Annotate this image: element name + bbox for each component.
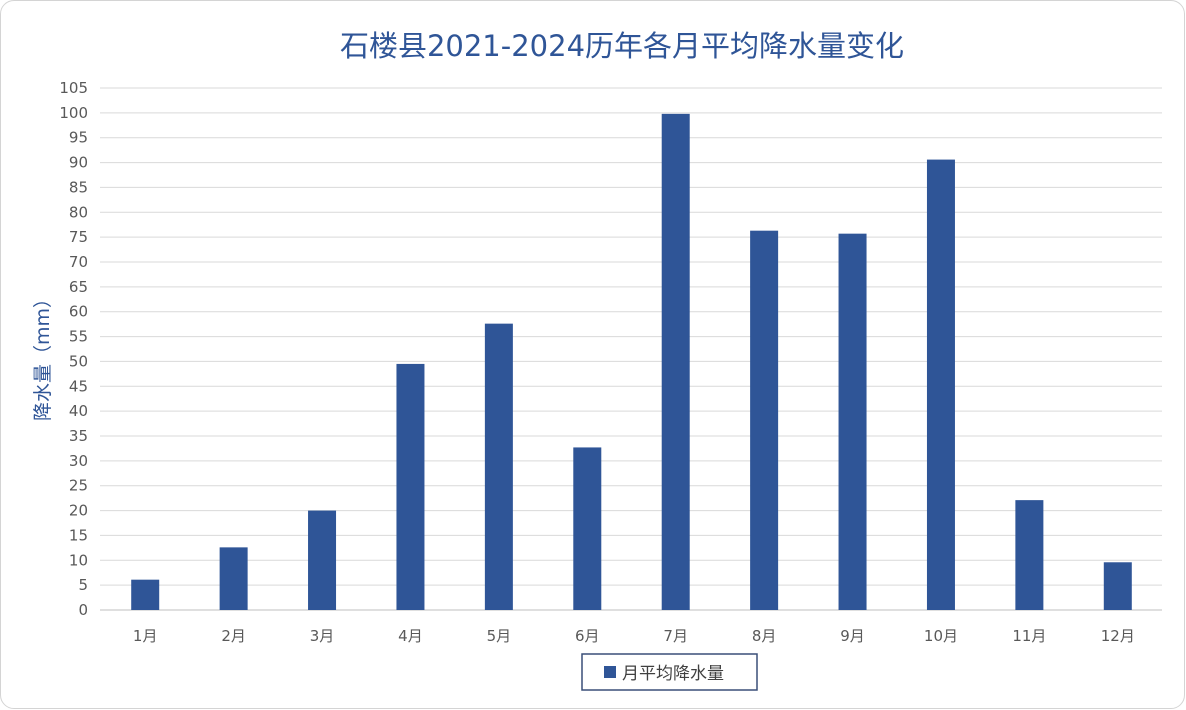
legend-label: 月平均降水量 (622, 664, 724, 684)
y-tick-label: 40 (69, 402, 88, 420)
bar-month-10 (926, 159, 955, 611)
gridlines (100, 87, 1162, 611)
legend-marker (604, 666, 616, 678)
y-axis-ticks: 0 5 10 15 20 25 30 35 40 45 50 55 60 65 70 75 80 85 90 95 10… (59, 79, 88, 619)
y-tick-label: 20 (69, 502, 88, 520)
chart-title: 石楼县2021-2024历年各月平均降水量变化 (340, 29, 904, 63)
bar-month-1 (131, 579, 160, 610)
x-tick-label: 6月 (575, 627, 600, 645)
bar-month-5 (484, 323, 513, 610)
y-tick-label: 105 (59, 79, 88, 97)
bar-month-2 (219, 547, 248, 610)
bar-month-8 (750, 230, 779, 610)
bar-month-6 (573, 447, 602, 610)
y-tick-label: 90 (69, 154, 88, 172)
y-tick-label: 65 (69, 278, 88, 296)
x-tick-label: 12月 (1101, 627, 1135, 645)
y-tick-label: 35 (69, 427, 88, 445)
bar-month-3 (308, 510, 337, 610)
bar-month-11 (1015, 500, 1044, 610)
y-tick-label: 45 (69, 377, 88, 395)
y-tick-label: 15 (69, 526, 88, 544)
y-axis-label: 降水量（mm） (32, 289, 54, 421)
y-tick-label: 75 (69, 228, 88, 246)
y-tick-label: 0 (78, 601, 88, 619)
y-tick-label: 85 (69, 178, 88, 196)
y-tick-label: 55 (69, 328, 88, 346)
bar-month-4 (396, 363, 425, 610)
bars (131, 113, 1132, 611)
y-tick-label: 10 (69, 551, 88, 569)
y-tick-label: 95 (69, 129, 88, 147)
x-tick-label: 2月 (221, 627, 246, 645)
y-tick-label: 50 (69, 352, 88, 370)
x-tick-label: 10月 (924, 627, 958, 645)
x-tick-label: 11月 (1012, 627, 1046, 645)
x-tick-label: 5月 (487, 627, 512, 645)
x-axis-ticks: 1月 2月 3月 4月 5月 6月 7月 8月 9月 10月 11月 12月 (133, 627, 1135, 645)
y-tick-label: 80 (69, 203, 88, 221)
x-tick-label: 7月 (663, 627, 688, 645)
y-tick-label: 100 (59, 104, 88, 122)
bar-month-7 (661, 113, 690, 610)
y-tick-label: 5 (78, 576, 88, 594)
x-tick-label: 1月 (133, 627, 158, 645)
y-tick-label: 30 (69, 452, 88, 470)
y-tick-label: 25 (69, 477, 88, 495)
y-tick-label: 70 (69, 253, 88, 271)
bar-month-12 (1103, 562, 1132, 610)
x-tick-label: 9月 (840, 627, 865, 645)
y-tick-label: 60 (69, 303, 88, 321)
bar-month-9 (838, 233, 867, 611)
legend: 月平均降水量 (581, 653, 758, 691)
x-tick-label: 4月 (398, 627, 423, 645)
x-tick-label: 8月 (752, 627, 777, 645)
x-tick-label: 3月 (310, 627, 335, 645)
